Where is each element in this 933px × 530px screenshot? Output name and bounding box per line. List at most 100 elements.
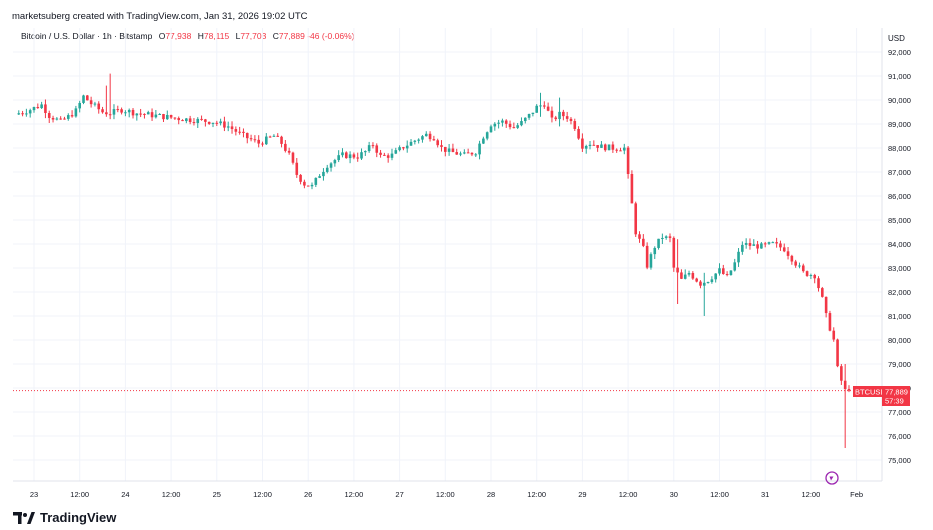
candle — [779, 240, 782, 251]
y-tick-label: 82,000 — [888, 288, 911, 297]
candle — [520, 117, 523, 127]
candle — [474, 153, 478, 158]
candle — [383, 152, 386, 156]
candle — [809, 273, 813, 280]
candle — [177, 116, 181, 125]
candle — [303, 179, 306, 189]
candle — [699, 280, 702, 289]
y-tick-label: 90,000 — [888, 96, 911, 105]
candle — [417, 138, 420, 144]
candle — [695, 277, 698, 283]
candle — [592, 140, 596, 146]
candle — [691, 271, 695, 280]
candle — [489, 124, 493, 133]
tradingview-logo-icon — [13, 511, 35, 524]
candle — [653, 246, 657, 260]
candle — [683, 269, 687, 280]
price-badge: BTCUSD 77,889 57:39 — [853, 386, 910, 406]
candle — [603, 143, 607, 152]
x-tick-label: 29 — [578, 490, 586, 499]
symbol-name[interactable]: Bitcoin / U.S. Dollar · 1h · Bitstamp — [21, 31, 153, 41]
candle — [55, 117, 59, 121]
candle — [847, 385, 851, 393]
candle — [150, 108, 154, 121]
candle — [169, 114, 173, 120]
candle — [828, 310, 832, 332]
candle — [710, 276, 714, 284]
candle — [702, 272, 706, 316]
candle — [97, 101, 101, 114]
candle — [143, 113, 146, 119]
candle — [752, 239, 756, 246]
candle — [615, 148, 618, 153]
candle — [581, 133, 584, 152]
candle — [367, 141, 371, 153]
x-tick-label: Feb — [850, 490, 863, 499]
open-label: O — [158, 31, 166, 41]
candle — [790, 254, 794, 265]
x-tick-label: 12:00 — [253, 490, 272, 499]
candle — [459, 151, 462, 157]
candle — [32, 106, 36, 113]
candle — [204, 118, 207, 127]
candle — [626, 145, 630, 179]
candle — [573, 118, 577, 131]
candle — [558, 97, 561, 127]
candle — [44, 99, 47, 119]
candle — [70, 110, 74, 118]
candle — [211, 122, 215, 128]
candle — [444, 146, 447, 157]
candle — [154, 110, 158, 119]
candle — [470, 152, 474, 157]
open-value: 77,938 — [165, 31, 192, 41]
candle — [672, 236, 676, 272]
candle — [344, 151, 348, 159]
candle — [306, 185, 310, 187]
candle — [706, 281, 710, 284]
candle — [760, 241, 763, 249]
candle — [794, 259, 797, 268]
candle — [756, 240, 759, 254]
candle — [657, 238, 660, 250]
time-axis[interactable]: 23 12:00 24 12:00 25 12:00 26 12:00 27 12:00 28 12:… — [30, 490, 863, 499]
x-tick-label: 12:00 — [70, 490, 89, 499]
candle — [242, 128, 245, 138]
candle — [116, 105, 120, 113]
candle — [455, 148, 459, 155]
candle — [535, 104, 538, 113]
candle — [577, 126, 580, 140]
header-credit: marketsuberg created with TradingView.co… — [12, 11, 308, 22]
candle — [729, 270, 733, 276]
x-tick-label: 12:00 — [527, 490, 546, 499]
price-badge-price: 77,889 — [885, 388, 908, 397]
candle — [63, 116, 66, 120]
candle — [405, 140, 409, 153]
candle — [619, 147, 622, 152]
x-tick-label: 28 — [487, 490, 495, 499]
candle — [82, 94, 85, 105]
candle — [402, 146, 405, 151]
candle — [786, 247, 790, 260]
candle — [215, 120, 219, 127]
candle — [485, 131, 489, 141]
candle — [66, 113, 70, 121]
candle — [337, 150, 340, 163]
replay-icon[interactable] — [825, 471, 839, 485]
candle — [325, 164, 329, 174]
y-tick-label: 92,000 — [888, 48, 911, 57]
candle — [131, 108, 135, 119]
candle — [634, 201, 638, 237]
candle — [622, 143, 626, 155]
candle — [782, 243, 786, 253]
candle — [687, 270, 691, 277]
candle — [207, 121, 211, 125]
candle — [299, 174, 302, 185]
candle — [767, 241, 771, 245]
candle — [89, 96, 93, 108]
candle — [805, 270, 809, 277]
candle — [40, 101, 43, 109]
candle — [569, 117, 573, 125]
tradingview-logo[interactable]: TradingView — [13, 510, 116, 525]
y-tick-label: 86,000 — [888, 192, 911, 201]
